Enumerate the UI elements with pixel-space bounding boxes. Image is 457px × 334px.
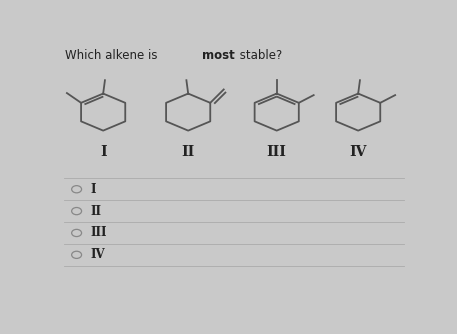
Text: III: III — [267, 145, 287, 159]
Text: III: III — [91, 226, 107, 239]
Text: IV: IV — [350, 145, 367, 159]
Text: Which alkene is: Which alkene is — [65, 49, 161, 62]
Text: II: II — [181, 145, 195, 159]
Text: I: I — [91, 183, 96, 196]
Text: most: most — [202, 49, 235, 62]
Text: I: I — [100, 145, 106, 159]
Text: IV: IV — [91, 248, 106, 261]
Text: II: II — [91, 205, 102, 218]
Text: stable?: stable? — [236, 49, 282, 62]
